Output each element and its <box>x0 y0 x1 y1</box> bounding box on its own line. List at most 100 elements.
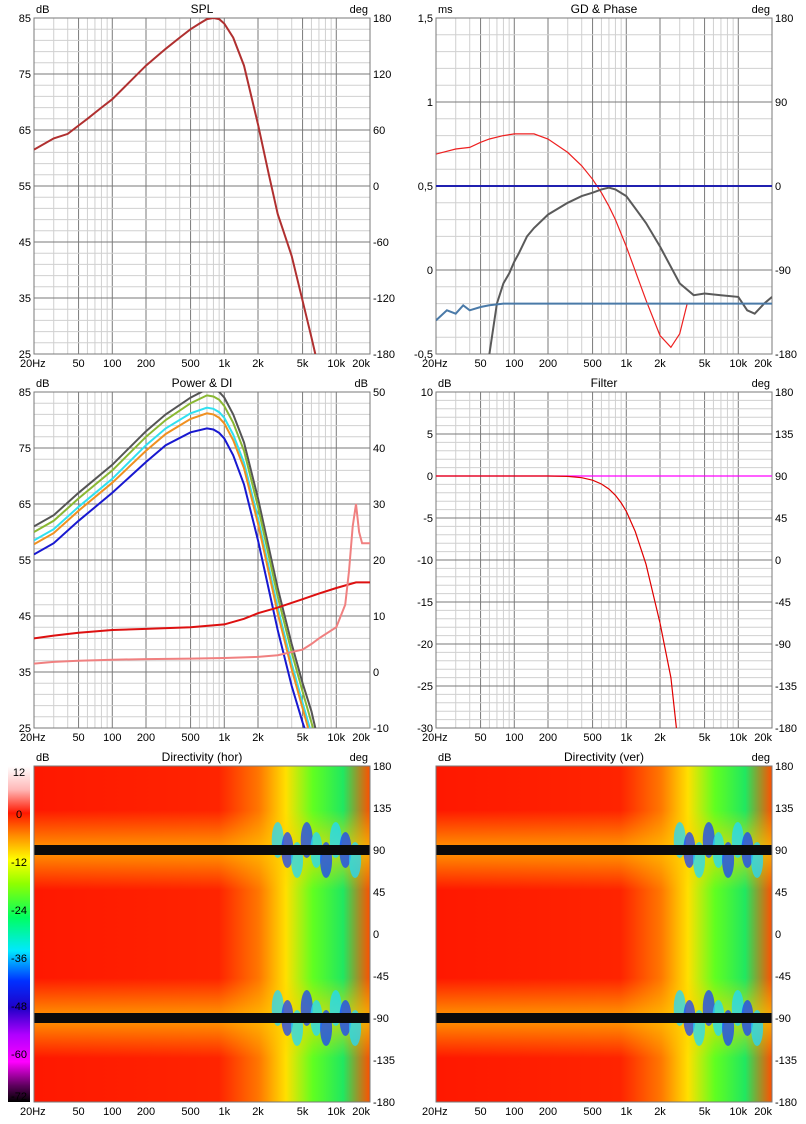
series-line-1 <box>34 392 317 728</box>
y-tick-label: 65 <box>19 125 31 137</box>
y-tick-label: 0 <box>427 265 433 277</box>
x-tick-label: 500 <box>181 732 199 744</box>
x-tick-label: 2k <box>252 732 264 744</box>
x-tick-label: 20Hz <box>20 1106 46 1118</box>
x-tick-label: 2k <box>654 732 666 744</box>
x-tick-label: 20k <box>754 732 772 744</box>
null-line <box>34 845 370 855</box>
y2-tick-label: 40 <box>373 443 385 455</box>
y-unit-label: dB <box>36 752 49 764</box>
x-tick-label: 200 <box>539 1106 557 1118</box>
x-tick-label: 20k <box>352 358 370 370</box>
y-tick-label: 85 <box>19 13 31 25</box>
x-tick-label: 100 <box>103 358 121 370</box>
series-line-1 <box>436 133 688 349</box>
y-unit-label: dB <box>36 378 49 390</box>
y2-tick-label: -180 <box>775 349 797 361</box>
y-unit-label: ms <box>438 4 453 16</box>
y2-tick-label: -60 <box>373 237 389 249</box>
x-tick-label: 100 <box>505 732 523 744</box>
plot-frame <box>435 765 773 1103</box>
panel-title: Power & DI <box>172 376 233 390</box>
colorbar-tick-label: -72 <box>11 1091 27 1103</box>
y2-tick-label: -10 <box>373 723 389 735</box>
y2-tick-label: -180 <box>373 1097 395 1109</box>
colorbar-tick-label: 0 <box>16 809 22 821</box>
y2-tick-label: 90 <box>775 471 787 483</box>
x-tick-label: 50 <box>474 358 486 370</box>
y2-tick-label: 30 <box>373 499 385 511</box>
y2-tick-label: 0 <box>373 181 379 193</box>
y2-tick-label: -180 <box>775 1097 797 1109</box>
y-tick-label: 5 <box>427 429 433 441</box>
y2-tick-label: 0 <box>373 667 379 679</box>
x-tick-label: 500 <box>583 1106 601 1118</box>
x-tick-label: 100 <box>505 1106 523 1118</box>
panel-title: Filter <box>591 376 618 390</box>
x-tick-label: 50 <box>72 1106 84 1118</box>
x-tick-label: 200 <box>137 1106 155 1118</box>
y-tick-label: -30 <box>417 723 433 735</box>
x-tick-label: 20k <box>352 1106 370 1118</box>
x-tick-label: 50 <box>474 732 486 744</box>
x-tick-label: 2k <box>654 358 666 370</box>
y2-tick-label: -45 <box>373 971 389 983</box>
colorbar-tick-label: -36 <box>11 953 27 965</box>
x-tick-label: 20k <box>352 732 370 744</box>
x-tick-label: 20Hz <box>422 732 448 744</box>
y2-tick-label: 135 <box>775 429 793 441</box>
plot-frame <box>33 17 371 355</box>
x-tick-label: 1k <box>218 358 230 370</box>
y2-tick-label: -180 <box>373 349 395 361</box>
y2-tick-label: 50 <box>373 387 385 399</box>
y2-tick-label: -90 <box>775 639 791 651</box>
y-tick-label: 1,5 <box>418 13 433 25</box>
y2-tick-label: 0 <box>775 929 781 941</box>
y-tick-label: -0,5 <box>414 349 433 361</box>
x-tick-label: 500 <box>583 358 601 370</box>
series-line-5 <box>34 427 306 728</box>
y-tick-label: 45 <box>19 611 31 623</box>
colorbar-tick-label: 12 <box>13 767 25 779</box>
x-tick-label: 1k <box>620 358 632 370</box>
y-tick-label: -25 <box>417 681 433 693</box>
x-tick-label: 50 <box>72 732 84 744</box>
y2-unit-label: deg <box>350 752 368 764</box>
series-line-4 <box>34 412 310 728</box>
x-tick-label: 20Hz <box>20 358 46 370</box>
x-tick-label: 20k <box>754 1106 772 1118</box>
x-tick-label: 20Hz <box>422 1106 448 1118</box>
y-tick-label: 45 <box>19 237 31 249</box>
x-tick-label: 2k <box>654 1106 666 1118</box>
x-tick-label: 200 <box>137 358 155 370</box>
x-tick-label: 2k <box>252 358 264 370</box>
y-tick-label: 85 <box>19 387 31 399</box>
x-tick-label: 1k <box>620 1106 632 1118</box>
x-tick-label: 100 <box>505 358 523 370</box>
y-tick-label: 25 <box>19 723 31 735</box>
y2-tick-label: -135 <box>775 1055 797 1067</box>
x-tick-label: 10k <box>729 358 747 370</box>
y-tick-label: 55 <box>19 181 31 193</box>
y2-tick-label: 45 <box>775 513 787 525</box>
x-tick-label: 200 <box>539 358 557 370</box>
panel-title: SPL <box>191 2 214 16</box>
y2-tick-label: 0 <box>373 929 379 941</box>
x-tick-label: 10k <box>729 1106 747 1118</box>
y2-tick-label: -135 <box>775 681 797 693</box>
y-tick-label: -10 <box>417 555 433 567</box>
x-tick-label: 5k <box>297 1106 309 1118</box>
x-tick-label: 1k <box>218 732 230 744</box>
x-tick-label: 2k <box>252 1106 264 1118</box>
y-tick-label: 0,5 <box>418 181 433 193</box>
x-tick-label: 20Hz <box>422 358 448 370</box>
y-unit-label: dB <box>438 378 451 390</box>
y2-tick-label: 180 <box>373 13 391 25</box>
null-line <box>34 1013 370 1023</box>
x-tick-label: 100 <box>103 732 121 744</box>
y-tick-label: 35 <box>19 667 31 679</box>
x-tick-label: 5k <box>297 732 309 744</box>
y-tick-label: 1 <box>427 97 433 109</box>
series-line-2 <box>488 186 772 354</box>
